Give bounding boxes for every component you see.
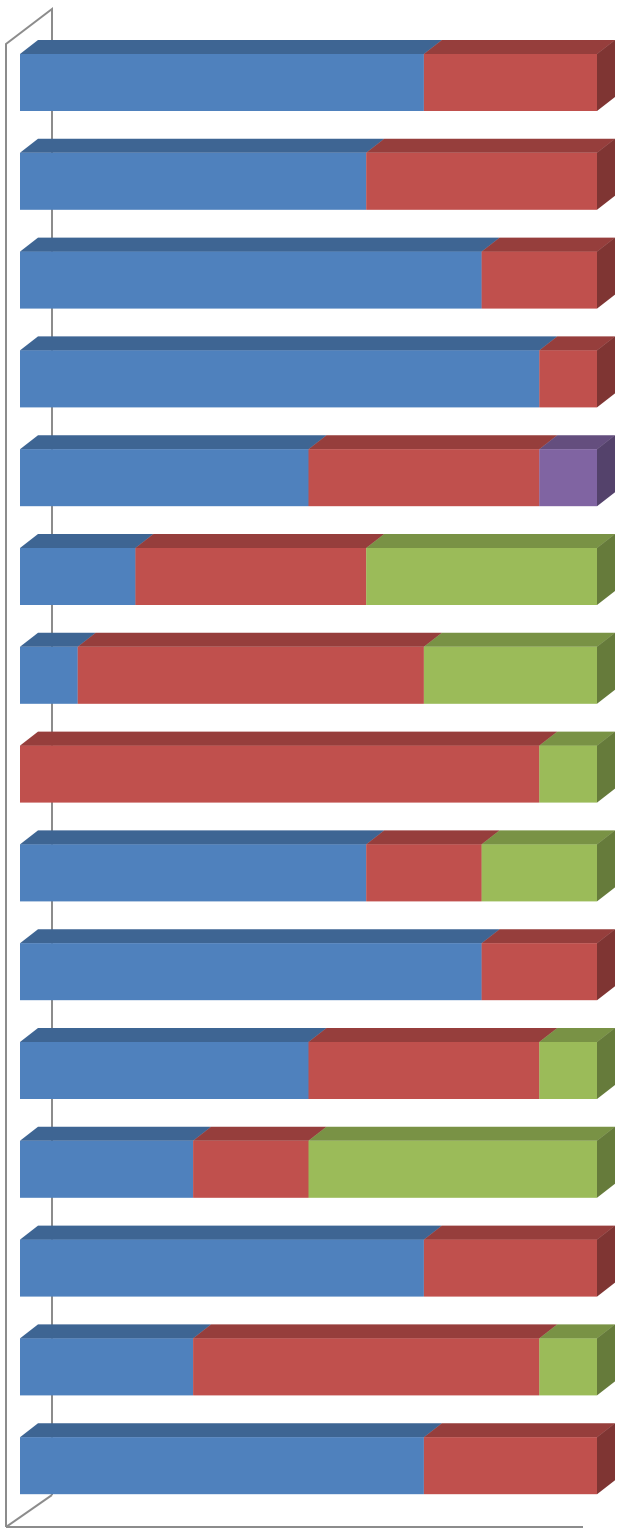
bar-top-face	[366, 830, 500, 845]
bar-segment	[423, 54, 597, 111]
bar-top-face	[20, 40, 442, 54]
bar-top-face	[539, 731, 615, 746]
bar-top-face	[77, 632, 442, 647]
bar-top-face	[20, 336, 558, 351]
bar-top-face	[20, 632, 96, 647]
bar-segment	[423, 1239, 597, 1297]
bar-segment	[20, 844, 367, 902]
bar-top-face	[20, 138, 385, 153]
bar-top-face	[539, 1028, 615, 1042]
bar-segment	[20, 745, 540, 803]
bar-top-face	[20, 1126, 212, 1141]
bar-side-face	[597, 830, 615, 902]
bar-top-face	[20, 731, 558, 746]
bar-side-face	[597, 1126, 615, 1198]
bar-segment	[20, 449, 309, 507]
bar-top-face	[20, 1225, 442, 1240]
bar-top-face	[20, 1423, 442, 1438]
bar-top-face	[539, 435, 615, 450]
bar-side-face	[597, 1423, 615, 1495]
bar-segment	[481, 844, 597, 902]
bar-top-face	[308, 435, 558, 450]
bar-top-face	[423, 1423, 615, 1438]
bar-segment	[20, 54, 424, 111]
bar-top-face	[20, 237, 500, 252]
bar-top-face	[423, 40, 615, 54]
bar-segment	[20, 251, 482, 309]
bar-top-face	[539, 1324, 615, 1339]
bar-top-face	[481, 830, 615, 845]
bar-top-face	[135, 534, 385, 548]
bar-segment	[308, 1140, 597, 1198]
bar-segment	[539, 1042, 597, 1099]
bar-segment	[539, 745, 597, 803]
bar-segment	[539, 449, 597, 507]
bar-segment	[308, 449, 540, 507]
bar-top-face	[20, 534, 154, 548]
bar-segment	[423, 1437, 597, 1495]
bar-top-face	[481, 929, 615, 944]
bar-segment	[308, 1042, 540, 1099]
bar-side-face	[597, 435, 615, 507]
bar-top-face	[423, 1225, 615, 1240]
bar-top-face	[20, 929, 500, 944]
bar-side-face	[597, 1028, 615, 1099]
bar-top-face	[20, 830, 385, 845]
bar-top-face	[423, 632, 615, 647]
bar-segment	[539, 350, 597, 408]
bar-segment	[20, 1239, 424, 1297]
bar-segment	[20, 1042, 309, 1099]
bar-segment	[135, 548, 367, 605]
bar-side-face	[597, 1225, 615, 1297]
bar-top-face	[193, 1126, 327, 1141]
bar-side-face	[597, 731, 615, 803]
bar-top-face	[481, 237, 615, 252]
bar-segment	[423, 646, 597, 704]
bar-top-face	[366, 138, 615, 153]
bar-segment	[366, 152, 597, 210]
bar-side-face	[597, 534, 615, 605]
bar-side-face	[597, 929, 615, 1001]
bar-segment	[193, 1140, 309, 1198]
bar-segment	[20, 350, 540, 408]
bar-side-face	[597, 1324, 615, 1396]
bar-segment	[20, 1437, 424, 1495]
bar-segment	[20, 1338, 194, 1396]
bar-top-face	[539, 336, 615, 351]
bar-side-face	[597, 138, 615, 210]
bar-segment	[77, 646, 424, 704]
bar-top-face	[193, 1324, 558, 1339]
bar-segment	[20, 1140, 194, 1198]
floor-edge-left	[5, 1494, 53, 1528]
bar-segment	[481, 943, 597, 1001]
bar-side-face	[597, 336, 615, 408]
bar-segment	[20, 943, 482, 1001]
bar-top-face	[20, 435, 327, 450]
bar-segment	[20, 548, 136, 605]
bar-segment	[20, 152, 367, 210]
bar-segment	[193, 1338, 540, 1396]
bar-segment	[366, 548, 597, 605]
bar-segment	[366, 844, 482, 902]
bar-segment	[20, 646, 78, 704]
bar-top-face	[20, 1324, 212, 1339]
bar-top-face	[308, 1028, 558, 1042]
bar-side-face	[597, 237, 615, 309]
bar-segment	[481, 251, 597, 309]
bar-side-face	[597, 632, 615, 704]
bar-top-face	[308, 1126, 615, 1141]
bar-segment	[539, 1338, 597, 1396]
bar-top-face	[20, 1028, 327, 1042]
bar-side-face	[597, 40, 615, 111]
bar-top-face	[366, 534, 615, 548]
